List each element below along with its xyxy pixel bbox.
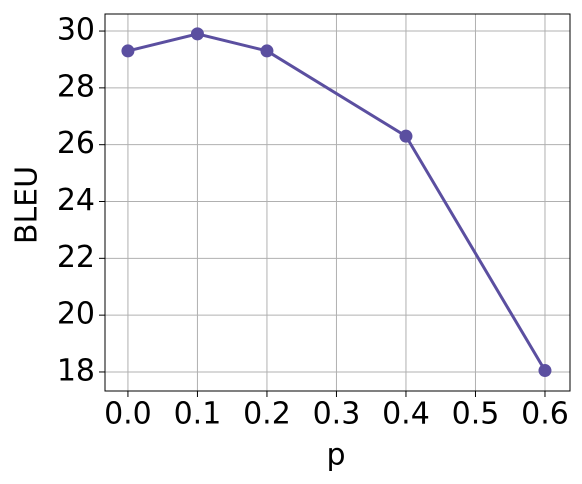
x-tick-label: 0.1: [174, 397, 222, 432]
data-point: [260, 44, 274, 58]
y-tick-label: 26: [57, 126, 95, 161]
x-tick-label: 0.2: [243, 397, 291, 432]
y-tick-label: 22: [57, 240, 95, 275]
plot-frame: [104, 13, 571, 392]
x-tick-label: 0.5: [452, 397, 500, 432]
x-tick-label: 0.3: [313, 397, 361, 432]
data-point: [538, 364, 552, 378]
data-point: [190, 27, 204, 41]
y-tick-label: 18: [57, 353, 95, 388]
x-tick-label: 0.0: [104, 397, 152, 432]
y-axis-label: BLEU: [10, 166, 45, 244]
data-point: [399, 129, 413, 143]
y-tick-label: 24: [57, 183, 95, 218]
x-axis-label: p: [326, 438, 345, 473]
data-point: [121, 44, 135, 58]
y-tick-label: 28: [57, 69, 95, 104]
x-tick-label: 0.6: [521, 397, 569, 432]
y-tick-label: 30: [57, 13, 95, 48]
y-tick-label: 20: [57, 297, 95, 332]
x-tick-label: 0.4: [382, 397, 430, 432]
